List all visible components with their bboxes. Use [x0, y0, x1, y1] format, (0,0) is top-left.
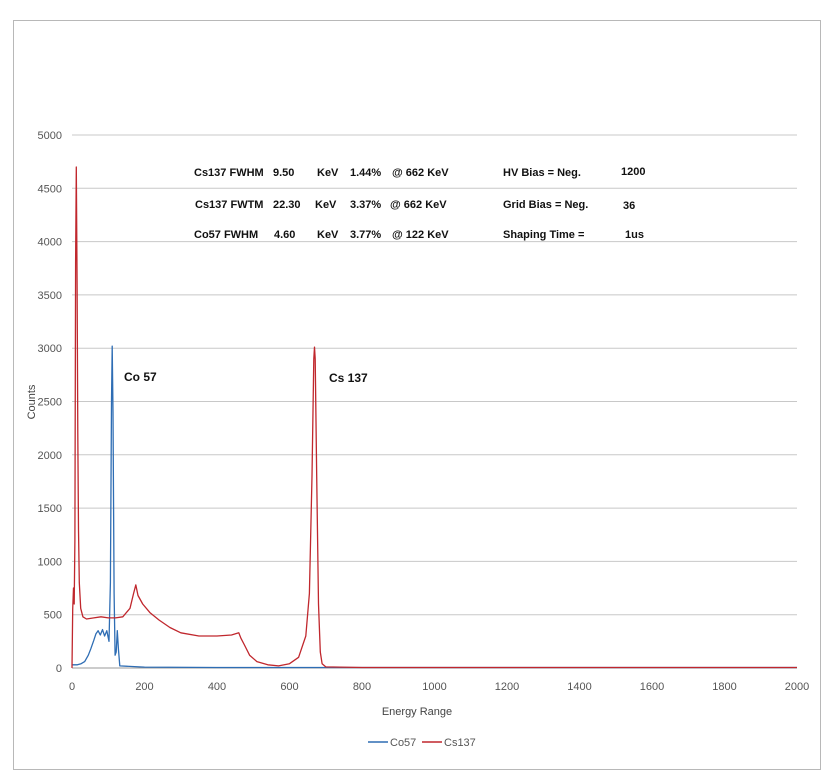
annotation-percent: 3.37% — [350, 199, 381, 211]
annotation-energy: @ 662 KeV — [392, 167, 449, 179]
annotation-row-1: Cs137 FWHM 9.50 KeV 1.44% @ 662 KeV HV B… — [194, 166, 645, 179]
annotation-row-2: Cs137 FWTM 22.30 KeV 3.37% @ 662 KeV Gri… — [195, 199, 635, 212]
x-tick-label: 1600 — [640, 681, 664, 693]
y-tick-label: 4500 — [38, 183, 62, 195]
annotation-label: Cs137 FWTM — [195, 199, 263, 211]
annotation-energy: @ 662 KeV — [390, 199, 447, 211]
annotation-label: Cs137 FWHM — [194, 167, 264, 179]
legend: Co57 Cs137 — [368, 737, 476, 749]
series-line-co57 — [72, 345, 797, 669]
y-tick-label: 2500 — [38, 397, 62, 409]
y-tick-label: 3000 — [38, 343, 62, 355]
annotation-percent: 3.77% — [350, 229, 381, 241]
annotation-row-3: Co57 FWHM 4.60 KeV 3.77% @ 122 KeV Shapi… — [194, 229, 644, 241]
series-line-cs137 — [71, 166, 797, 669]
x-tick-label: 1400 — [567, 681, 591, 693]
y-tick-label: 4000 — [38, 237, 62, 249]
peak-label-co57: Co 57 — [124, 370, 157, 384]
annotation-unit: KeV — [317, 229, 339, 241]
annotation-energy: @ 122 KeV — [392, 229, 449, 241]
x-tick-label: 200 — [135, 681, 153, 693]
annotation-value: 22.30 — [273, 199, 301, 211]
annotation-setting-value: 1200 — [621, 166, 645, 178]
y-tick-labels: 0 500 1000 1500 2000 2500 3000 3500 4000 4500 5000 — [38, 130, 62, 675]
annotation-unit: KeV — [315, 199, 337, 211]
annotation-value: 9.50 — [273, 167, 294, 179]
x-tick-label: 400 — [208, 681, 226, 693]
x-tick-label: 1800 — [712, 681, 736, 693]
legend-label-cs137: Cs137 — [444, 737, 476, 749]
gridlines — [72, 134, 797, 669]
annotation-setting-value: 36 — [623, 200, 635, 212]
y-tick-label: 3500 — [38, 290, 62, 302]
annotation-percent: 1.44% — [350, 167, 381, 179]
x-tick-label: 0 — [69, 681, 75, 693]
annotation-label: Co57 FWHM — [194, 229, 258, 241]
annotation-setting: HV Bias = Neg. — [503, 167, 581, 179]
y-axis-label: Counts — [26, 384, 38, 419]
y-tick-label: 500 — [44, 610, 62, 622]
annotation-setting-value: 1us — [625, 229, 644, 241]
y-tick-label: 5000 — [38, 130, 62, 142]
y-tick-label: 1500 — [38, 503, 62, 515]
series-lines — [71, 166, 797, 669]
x-tick-label: 2000 — [785, 681, 809, 693]
y-tick-label: 2000 — [38, 450, 62, 462]
peak-label-cs137: Cs 137 — [329, 371, 368, 385]
x-tick-labels: 0 200 400 600 800 1000 1200 1400 1600 1800 2000 — [69, 681, 809, 693]
annotation-setting: Shaping Time = — [503, 229, 584, 241]
legend-label-co57: Co57 — [390, 737, 416, 749]
x-tick-label: 600 — [280, 681, 298, 693]
y-tick-label: 0 — [56, 663, 62, 675]
annotation-value: 4.60 — [274, 229, 295, 241]
x-tick-label: 800 — [353, 681, 371, 693]
annotation-unit: KeV — [317, 167, 339, 179]
x-tick-label: 1000 — [422, 681, 446, 693]
y-tick-label: 1000 — [38, 556, 62, 568]
x-axis-label: Energy Range — [382, 706, 452, 718]
annotation-setting: Grid Bias = Neg. — [503, 199, 588, 211]
chart-frame — [13, 20, 821, 770]
x-tick-label: 1200 — [495, 681, 519, 693]
